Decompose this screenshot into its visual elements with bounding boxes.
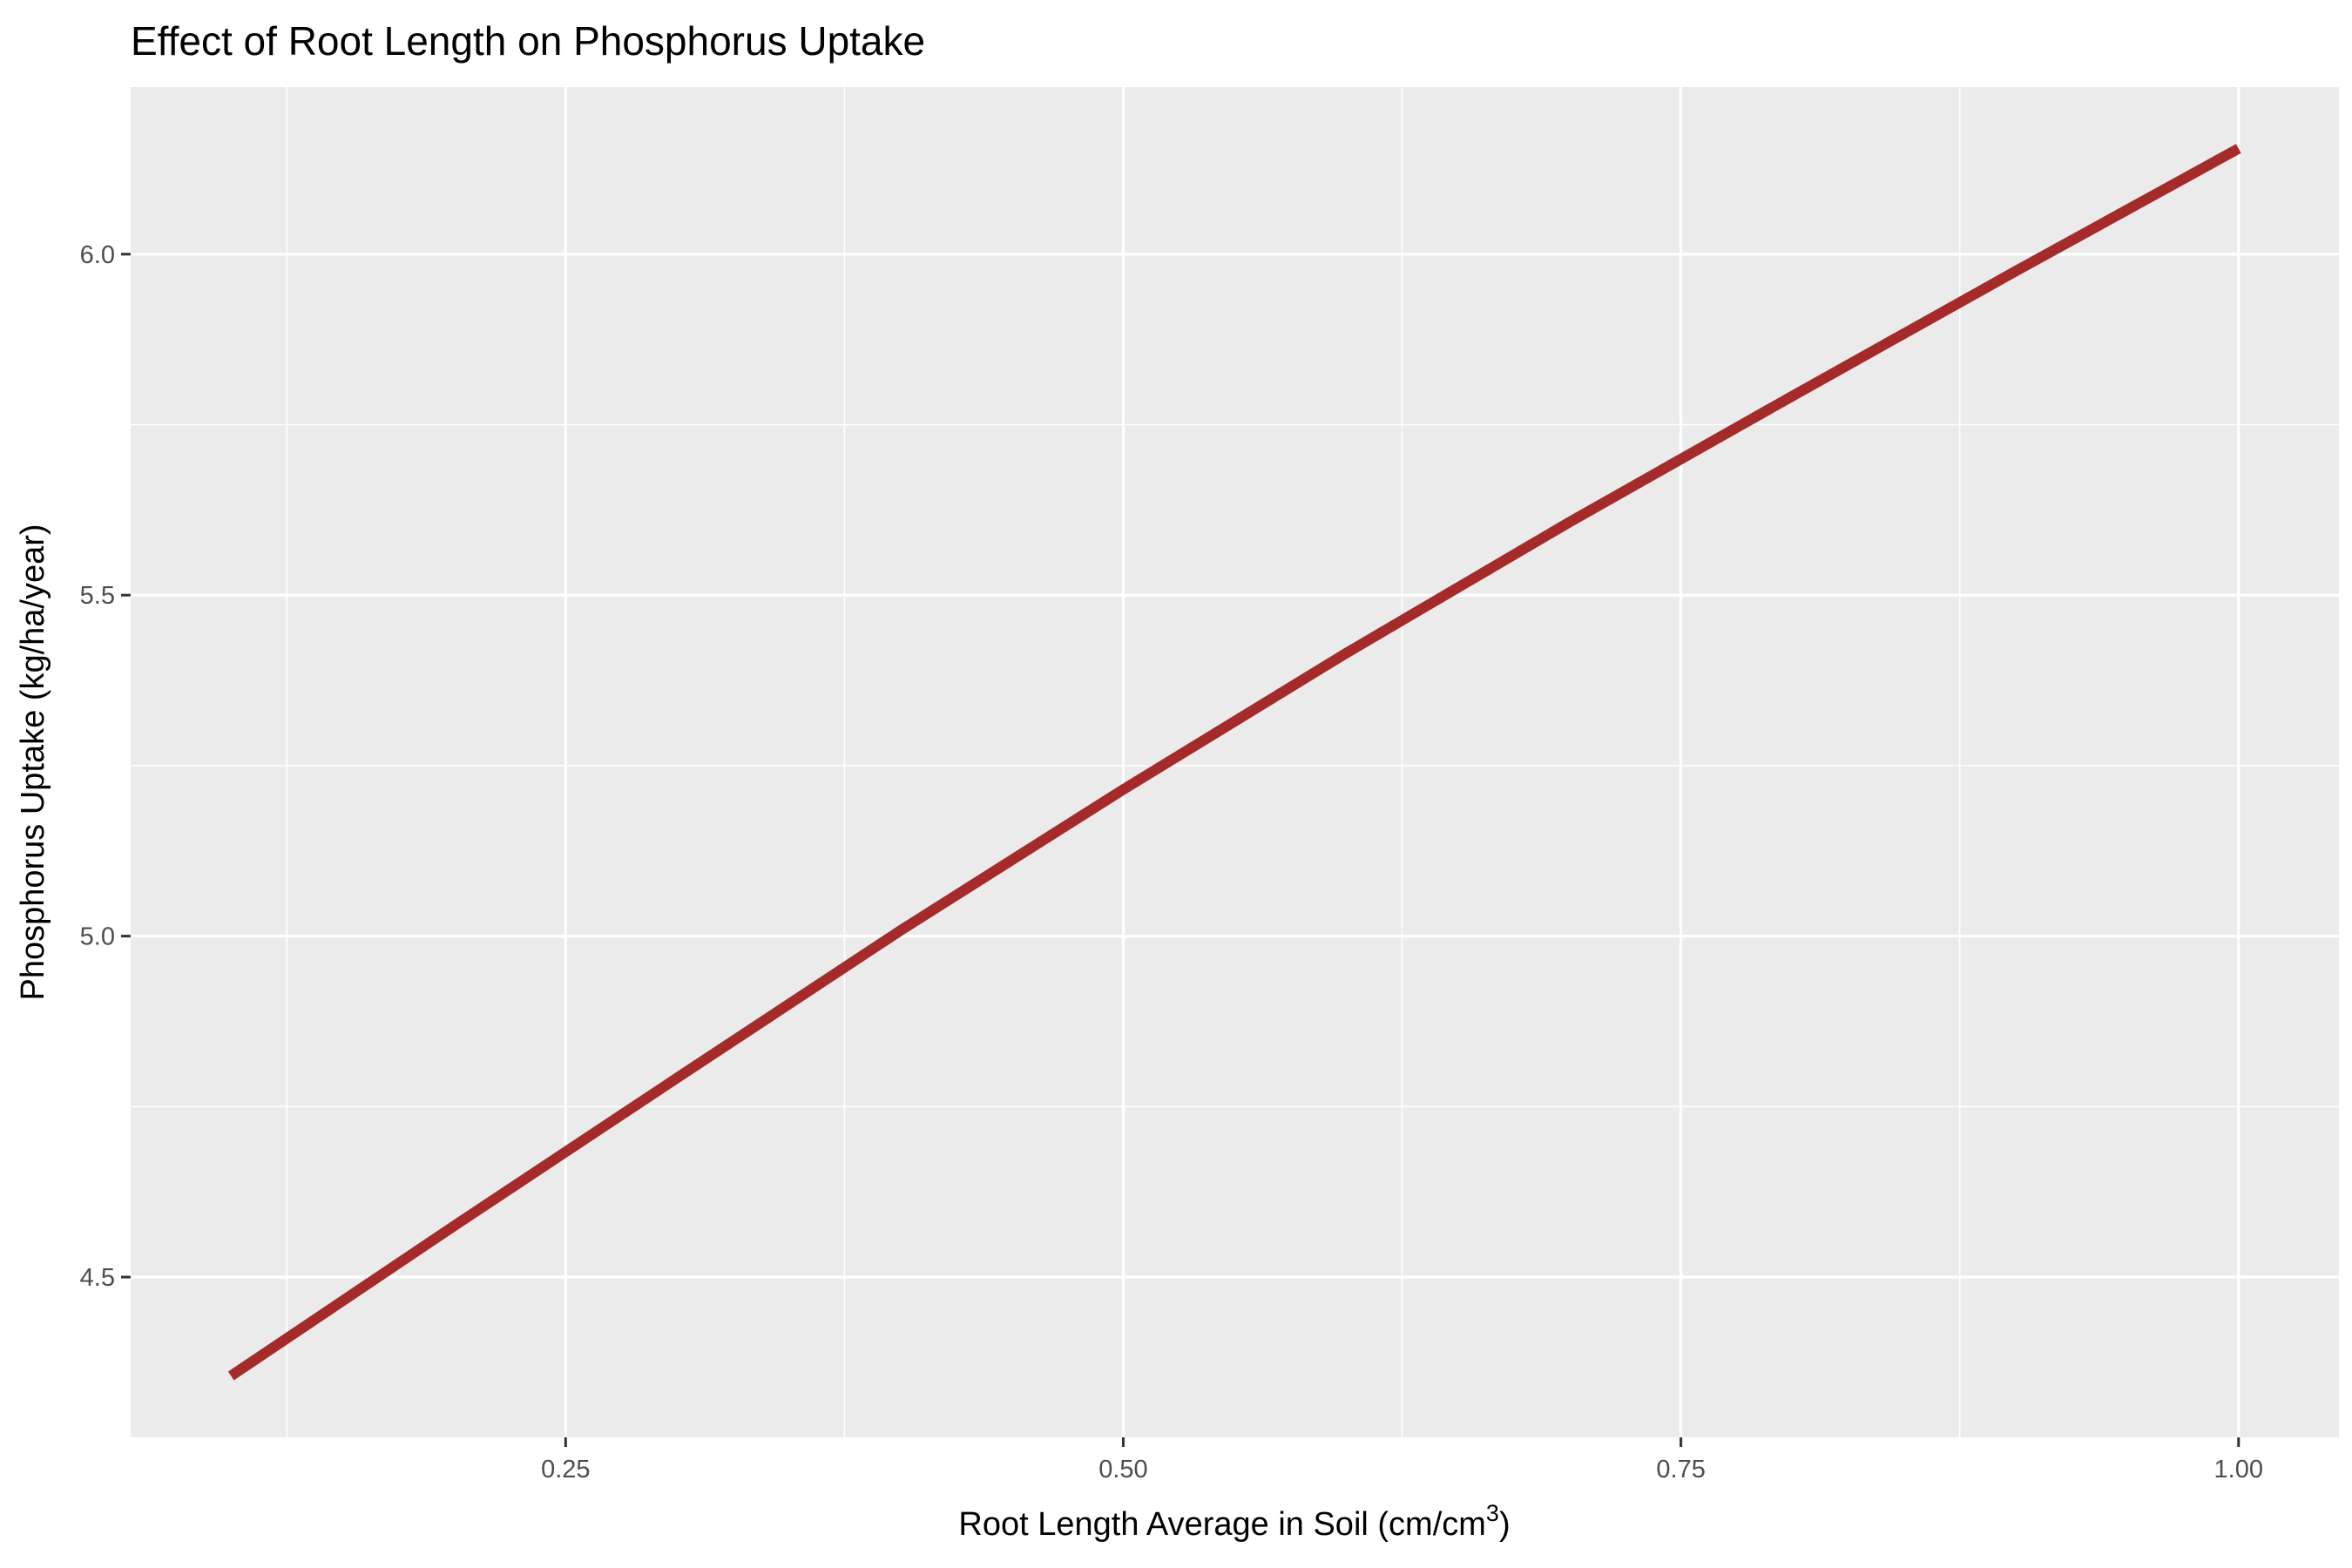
x-tick-label: 1.00 [2214,1456,2263,1484]
y-axis: 4.5 5.0 5.5 6.0 [80,241,131,1292]
x-tick-label: 0.25 [541,1456,590,1484]
y-tick-label: 6.0 [80,241,115,269]
x-axis-title-main: Root Length Average in Soil (cm/cm [958,1506,1486,1543]
minor-gridlines [131,87,2339,1437]
series-layer [227,144,2241,1381]
x-axis-title: Root Length Average in Soil (cm/cm3) [958,1500,1510,1543]
x-axis-title-suffix: ) [1499,1506,1511,1543]
x-tick-label: 0.75 [1656,1456,1705,1484]
y-tick-label: 5.5 [80,582,115,610]
y-tick-label: 4.5 [80,1264,115,1292]
chart-title: Effect of Root Length on Phosphorus Upta… [131,18,925,64]
x-tick-label: 0.50 [1098,1456,1147,1484]
plot-panel [131,87,2339,1437]
x-axis: 0.25 0.50 0.75 1.00 [541,1437,2263,1484]
series-line [227,144,2241,1381]
x-axis-title-superscript: 3 [1486,1500,1499,1526]
y-tick-label: 5.0 [80,923,115,951]
major-gridlines [131,87,2339,1437]
y-axis-title: Phosphorus Uptake (kg/ha/year) [15,524,51,1000]
